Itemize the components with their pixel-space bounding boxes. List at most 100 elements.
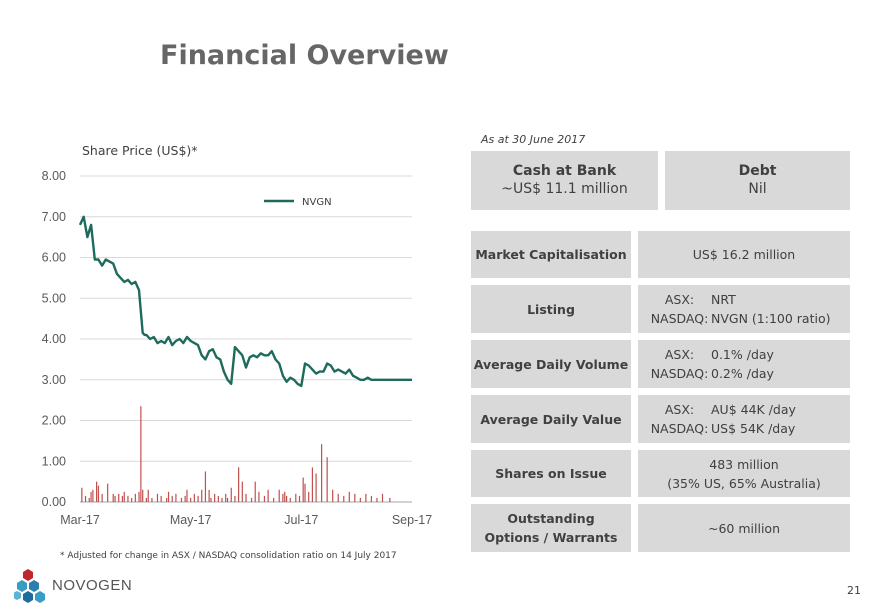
volume-bar	[92, 489, 94, 502]
y-tick-label: 0.00	[42, 495, 66, 509]
volume-bar	[156, 493, 159, 502]
volume-bar	[96, 481, 98, 502]
volume-bar	[193, 493, 195, 502]
volume-bar	[250, 497, 253, 502]
value-asx: ASX: AU$ 44K /day	[648, 400, 796, 419]
market-cap-value: US$ 16.2 million	[638, 231, 850, 278]
volume-bar	[284, 491, 286, 502]
debt-label: Debt	[738, 163, 777, 179]
volume-bar	[217, 495, 219, 502]
exchange-label: NASDAQ:	[650, 366, 709, 381]
y-axis-ticks: 0.00 1.00 2.00 3.00 4.00 5.00 6.00 7.00 8.00	[42, 169, 66, 509]
y-tick-label: 1.00	[42, 454, 66, 468]
shares-count: 483 million	[709, 456, 779, 472]
volume-bar	[121, 495, 124, 502]
volume-bar	[184, 495, 186, 502]
volume-bar	[263, 495, 266, 502]
volume-bar	[131, 497, 133, 502]
volume-bar	[311, 467, 313, 502]
volume-bar	[381, 493, 384, 502]
y-tick-label: 6.00	[42, 251, 66, 265]
debt-box: Debt Nil	[665, 151, 850, 210]
price-line	[78, 215, 412, 388]
volume-bar	[359, 497, 361, 502]
price-line-group	[78, 215, 412, 388]
volume-bar	[204, 471, 207, 502]
exchange-label: NASDAQ:	[650, 311, 709, 326]
shares-on-issue-value: 483 million (35% US, 65% Australia)	[638, 450, 850, 497]
volume-bar	[171, 495, 173, 502]
volume-value: 0.2% /day	[711, 366, 774, 381]
volume-bar	[370, 495, 373, 502]
volume-bar	[332, 489, 334, 502]
volume-bar	[167, 491, 170, 502]
exchange-label: ASX:	[664, 402, 695, 417]
volume-bar	[175, 493, 177, 502]
volume-bar	[225, 493, 227, 502]
volume-bar	[81, 487, 83, 502]
volume-bar	[238, 467, 240, 502]
as-at-date: As at 30 June 2017	[481, 133, 586, 146]
chart-legend: NVGN	[264, 197, 332, 208]
volume-bars	[81, 406, 391, 502]
volume-bar	[326, 457, 328, 502]
volume-bar	[343, 495, 345, 502]
exchange-label: ASX:	[664, 292, 695, 307]
y-tick-label: 2.00	[42, 414, 66, 428]
volume-bar	[127, 495, 129, 502]
x-axis-ticks: Mar-17 May-17 Jul-17 Sep-17	[60, 513, 432, 527]
listing-nasdaq: NASDAQ: NVGN (1:100 ratio)	[648, 309, 831, 328]
volume-bar	[90, 491, 92, 502]
x-tick-label: May-17	[170, 513, 212, 527]
y-tick-label: 8.00	[42, 169, 66, 183]
page-title: Financial Overview	[160, 40, 449, 71]
volume-bar	[302, 477, 304, 502]
legend-label: NVGN	[302, 197, 332, 208]
cash-at-bank-box: Cash at Bank ~US$ 11.1 million	[471, 151, 658, 210]
volume-bar	[180, 497, 183, 502]
ticker-value: NVGN (1:100 ratio)	[711, 311, 831, 326]
chart-title: Share Price (US$)*	[82, 143, 198, 158]
volume-bar	[107, 483, 109, 502]
volume-bar	[84, 495, 87, 502]
volume-bar	[295, 493, 297, 502]
volume-bar	[112, 493, 114, 502]
value-nasdaq: NASDAQ: US$ 54K /day	[648, 419, 796, 438]
daily-value: AU$ 44K /day	[711, 402, 796, 417]
volume-bar	[267, 489, 269, 502]
cash-value: ~US$ 11.1 million	[501, 181, 628, 197]
volume-nasdaq: NASDAQ: 0.2% /day	[648, 364, 774, 383]
exchange-label: NASDAQ:	[650, 421, 709, 436]
cash-label: Cash at Bank	[512, 163, 617, 179]
shares-on-issue-label: Shares on Issue	[471, 450, 631, 497]
volume-bar	[315, 473, 317, 502]
volume-bar	[285, 495, 288, 502]
volume-bar	[138, 491, 140, 502]
volume-bar	[145, 497, 147, 502]
volume-bar	[97, 485, 100, 502]
y-tick-label: 4.00	[42, 332, 66, 346]
volume-bar	[365, 493, 367, 502]
volume-bar	[101, 493, 103, 502]
options-label-line: Options / Warrants	[484, 530, 618, 545]
volume-bar	[88, 497, 90, 502]
listing-asx: ASX: NRT	[648, 290, 830, 309]
volume-bar	[118, 493, 120, 502]
volume-bar	[321, 444, 323, 502]
options-warrants-value: ~60 million	[638, 504, 850, 552]
volume-bar	[258, 491, 260, 502]
volume-bar	[190, 497, 192, 502]
x-tick-label: Sep-17	[392, 513, 432, 527]
volume-bar	[123, 491, 125, 502]
ticker-value: NRT	[711, 292, 736, 307]
listing-label: Listing	[471, 285, 631, 333]
volume-bar	[160, 495, 162, 502]
volume-bar	[308, 491, 310, 502]
logo-wordmark: NOVOGEN	[52, 577, 133, 594]
footnote: * Adjusted for change in ASX / NASDAQ co…	[60, 551, 397, 561]
volume-bar	[142, 489, 144, 502]
share-price-chart: 0.00 1.00 2.00 3.00 4.00 5.00 6.00 7.00 8.00 Mar…	[42, 169, 433, 527]
avg-daily-value-value: ASX: AU$ 44K /day NASDAQ: US$ 54K /day	[638, 395, 850, 443]
volume-bar	[282, 493, 284, 502]
volume-bar	[304, 483, 306, 502]
